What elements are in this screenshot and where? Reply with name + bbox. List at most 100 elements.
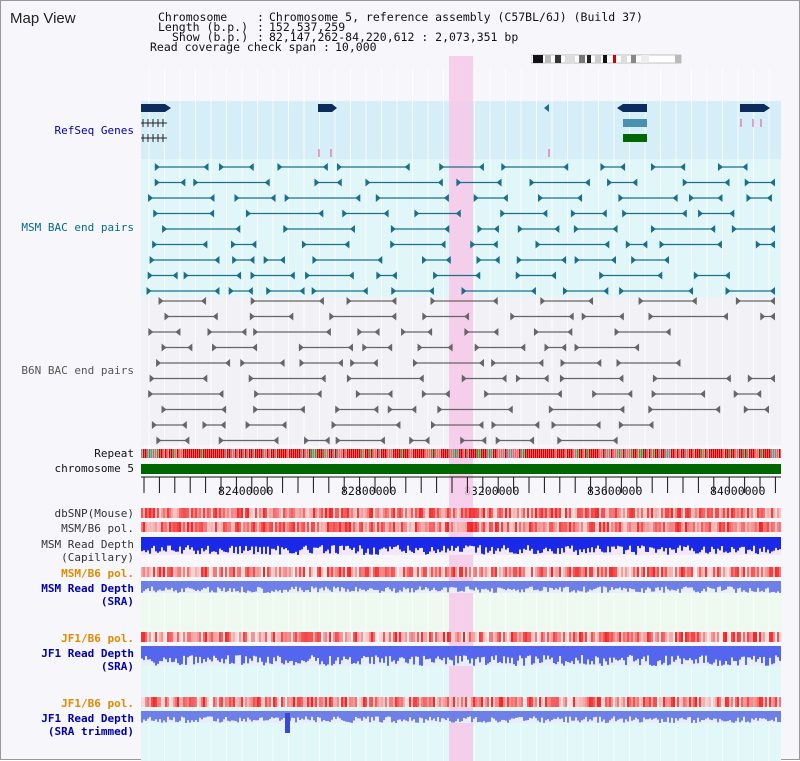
depth-bar bbox=[169, 646, 171, 658]
heat-cell bbox=[613, 508, 615, 518]
heat-cell bbox=[173, 632, 175, 642]
heat-cell bbox=[209, 697, 211, 707]
depth-bar bbox=[735, 646, 737, 662]
heat-cell bbox=[201, 522, 203, 532]
depth-bar bbox=[417, 646, 419, 657]
heat-cell bbox=[693, 522, 695, 532]
heat-cell bbox=[411, 697, 413, 707]
heat-cell bbox=[211, 567, 213, 577]
heat-cell bbox=[343, 697, 345, 707]
refseq-genes-label[interactable]: RefSeq Genes bbox=[54, 124, 134, 137]
bac-end bbox=[383, 209, 389, 218]
heat-cell bbox=[361, 697, 363, 707]
depth-bar bbox=[603, 581, 605, 587]
bac-end bbox=[314, 178, 320, 187]
refseq-gene bbox=[623, 134, 647, 142]
depth-bar bbox=[613, 646, 615, 658]
chromosome-label-track: chromosome 5 bbox=[54, 462, 134, 475]
depth-bar bbox=[159, 711, 161, 720]
depth-bar bbox=[441, 646, 443, 661]
repeat-mark bbox=[533, 449, 535, 458]
depth-bar bbox=[393, 537, 395, 547]
depth-bar bbox=[351, 646, 353, 664]
bac-end bbox=[249, 256, 255, 264]
bac-end bbox=[232, 256, 238, 264]
depth-bar bbox=[415, 711, 417, 723]
heat-cell bbox=[493, 632, 495, 642]
depth-bar bbox=[751, 581, 753, 591]
b6n-bac-label[interactable]: B6N BAC end pairs bbox=[21, 364, 134, 377]
depth-bar bbox=[657, 581, 659, 588]
repeat-mark bbox=[211, 449, 213, 458]
heat-cell bbox=[469, 632, 471, 642]
depth-bar bbox=[387, 581, 389, 588]
bac-end bbox=[164, 312, 170, 321]
heat-cell bbox=[345, 567, 347, 577]
heat-cell bbox=[595, 697, 597, 707]
depth-bar bbox=[759, 581, 761, 592]
depth-bar bbox=[757, 646, 759, 660]
heat-cell bbox=[409, 697, 411, 707]
depth-bar bbox=[213, 711, 215, 722]
depth-bar bbox=[553, 711, 555, 719]
depth-bar bbox=[585, 711, 587, 717]
depth-bar bbox=[627, 581, 629, 592]
heat-cell bbox=[541, 508, 543, 518]
depth-bar bbox=[721, 711, 723, 721]
heat-cell bbox=[451, 522, 453, 532]
repeat-mark bbox=[765, 449, 767, 458]
depth-bar bbox=[751, 646, 753, 660]
depth-bar bbox=[423, 711, 425, 723]
depth-bar bbox=[349, 646, 351, 658]
depth-bar bbox=[601, 581, 603, 593]
heat-cell bbox=[669, 697, 671, 707]
heat-cell bbox=[727, 567, 729, 577]
repeat-mark bbox=[635, 449, 637, 458]
heat-cell bbox=[687, 522, 689, 532]
repeat-mark bbox=[331, 449, 333, 458]
repeat-mark bbox=[177, 449, 179, 458]
depth-bar bbox=[779, 581, 781, 593]
heat-cell bbox=[667, 632, 669, 642]
msm-bac-label[interactable]: MSM BAC end pairs bbox=[21, 221, 134, 234]
chromosome-ideogram[interactable] bbox=[531, 54, 683, 64]
heat-cell bbox=[433, 508, 435, 518]
depth-bar bbox=[499, 711, 501, 722]
depth-bar bbox=[429, 581, 431, 592]
heat-cell bbox=[543, 567, 545, 577]
depth-bar bbox=[385, 646, 387, 657]
repeat-mark bbox=[319, 449, 321, 458]
heat-cell bbox=[475, 567, 477, 577]
heat-cell bbox=[505, 522, 507, 532]
heat-cell bbox=[287, 508, 289, 518]
depth-bar bbox=[377, 581, 379, 590]
heat-cell bbox=[625, 697, 627, 707]
depth-bar bbox=[147, 537, 149, 551]
depth-bar bbox=[587, 537, 589, 549]
refseq-gene-arrow bbox=[764, 104, 770, 112]
heat-cell bbox=[249, 632, 251, 642]
heat-cell bbox=[225, 697, 227, 707]
heat-cell bbox=[731, 697, 733, 707]
depth-bar bbox=[461, 537, 463, 552]
heat-cell bbox=[543, 632, 545, 642]
repeat-mark bbox=[463, 449, 465, 458]
repeat-mark bbox=[265, 449, 267, 458]
heat-cell bbox=[263, 567, 265, 577]
heat-cell bbox=[525, 632, 527, 642]
refseq-gene bbox=[740, 104, 764, 112]
heat-cell bbox=[673, 567, 675, 577]
bac-end bbox=[437, 405, 443, 414]
heat-cell bbox=[165, 697, 167, 707]
repeat-mark bbox=[383, 449, 385, 458]
heat-cell bbox=[745, 522, 747, 532]
depth-bar bbox=[583, 646, 585, 664]
depth-bar bbox=[341, 711, 343, 721]
depth-bar bbox=[381, 711, 383, 723]
heat-cell bbox=[431, 522, 433, 532]
depth-bar bbox=[643, 581, 645, 593]
bac-end bbox=[648, 421, 654, 429]
depth-bar bbox=[669, 711, 671, 723]
depth-bar bbox=[639, 646, 641, 666]
